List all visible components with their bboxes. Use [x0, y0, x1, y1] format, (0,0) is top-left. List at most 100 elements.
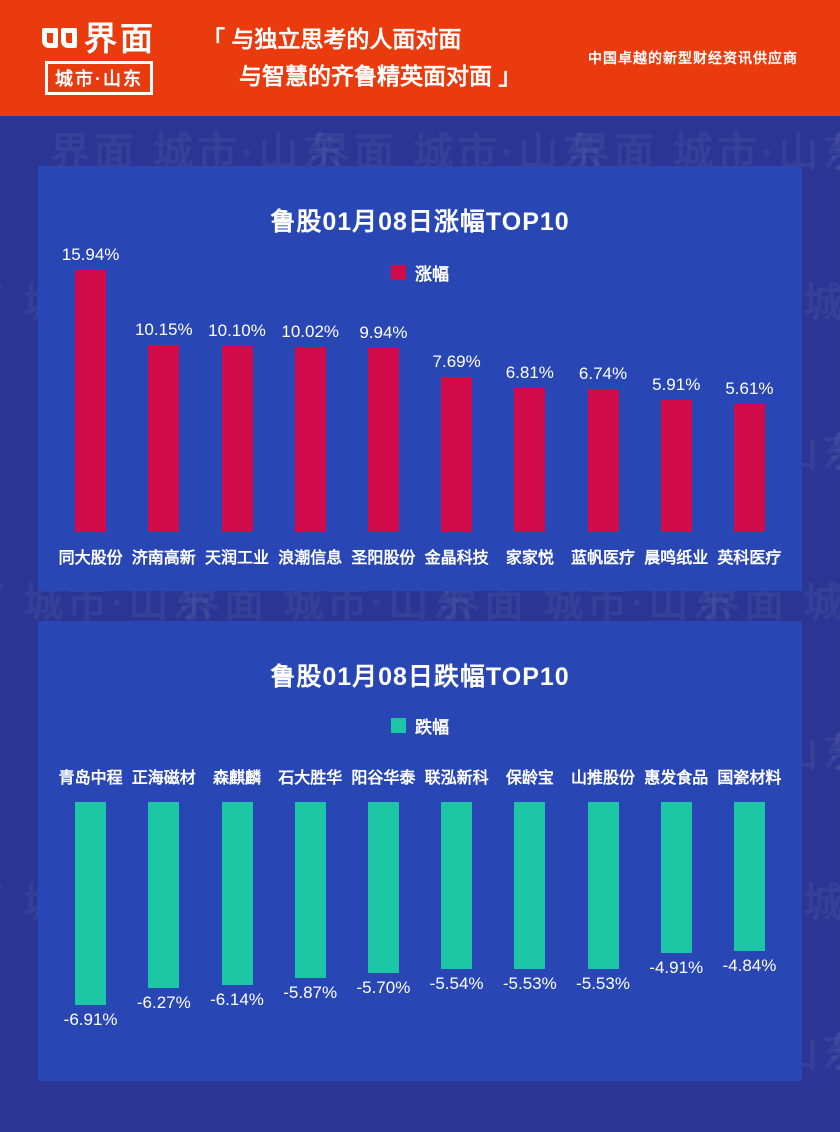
fall-bar: [221, 802, 253, 985]
category-label: 青岛中程: [58, 770, 123, 787]
category-label: 英科医疗: [717, 550, 782, 567]
fall-bar: [441, 802, 473, 970]
rise-bar: [148, 345, 180, 532]
category-label: 蓝帆医疗: [571, 550, 636, 567]
bar-value-label: 6.74%: [578, 364, 628, 384]
category-label: 石大胜华: [278, 770, 343, 787]
bar-column: -5.70%: [347, 802, 420, 1003]
fall-bars-area: -6.91% -6.27% -6.14% -5.87% -5.70% -5.54% -5.5…: [38, 802, 802, 1035]
watermark-text: 界面 城市·山东: [830, 720, 840, 778]
rise-bar: [441, 377, 473, 532]
category-label: 保龄宝: [505, 770, 554, 787]
category-label: 惠发食品: [644, 770, 709, 787]
bar-column: -5.53%: [493, 802, 566, 999]
bar-value-label: -4.91%: [649, 957, 704, 977]
bar-value-label: -5.87%: [283, 982, 338, 1002]
bar-column: 10.10%: [200, 240, 273, 532]
rise-legend-swatch: [391, 265, 406, 280]
bar-value-label: 6.81%: [505, 363, 554, 383]
category-label: 圣阳股份: [351, 550, 416, 567]
logo-wordmark: 界面: [42, 22, 156, 55]
bar-value-label: -5.53%: [502, 973, 557, 993]
fall-bar: [75, 802, 107, 1005]
category-label: 济南高新: [131, 550, 196, 567]
fall-chart-title: 鲁股01月08日跌幅TOP10: [270, 663, 570, 691]
bar-value-label: 5.91%: [652, 375, 701, 395]
brand-logo: 界面 城市·山东: [42, 22, 156, 95]
fall-bar: [587, 802, 619, 969]
bar-value-label: 10.10%: [208, 320, 266, 340]
rise-bar: [294, 346, 326, 532]
slogan-line-1: 「 与独立思考的人面对面: [202, 26, 462, 53]
rise-bar: [660, 400, 692, 532]
category-label: 山推股份: [571, 770, 636, 787]
bar-column: -5.87%: [274, 802, 347, 1008]
rise-chart-panel: 鲁股01月08日涨幅TOP10 涨幅 15.94% 10.15% 10.10% 10.…: [38, 166, 802, 591]
rise-bar: [733, 404, 765, 532]
bar-value-label: -6.14%: [210, 989, 264, 1009]
bar-column: -6.27%: [127, 802, 200, 1018]
bar-value-label: -5.70%: [356, 978, 411, 998]
logo-name: 界面: [84, 19, 156, 57]
category-label: 森麒麟: [213, 770, 262, 787]
bar-column: -5.54%: [420, 802, 493, 999]
bar-value-label: 9.94%: [359, 322, 408, 342]
header-banner: 界面 城市·山东 「 与独立思考的人面对面 与智慧的齐鲁精英面对面 」 中国卓越…: [0, 0, 840, 116]
category-label: 国瓷材料: [717, 770, 782, 787]
rise-bar: [587, 389, 619, 532]
bar-column: 9.94%: [347, 240, 420, 532]
bar-column: 10.15%: [127, 240, 200, 532]
fall-bar: [514, 802, 546, 969]
watermark-text: 界面 城市·山东: [830, 420, 840, 478]
rise-legend-label: 涨幅: [415, 265, 449, 284]
bar-value-label: -6.91%: [63, 1009, 118, 1029]
category-label: 晨鸣纸业: [644, 550, 709, 567]
bar-value-label: -4.84%: [722, 955, 777, 975]
bar-column: 10.02%: [274, 240, 347, 532]
bar-column: 5.91%: [640, 240, 713, 532]
fall-category-axis: 青岛中程 正海磁材 森麒麟 石大胜华 阳谷华泰 联泓新科 保龄宝 山推股份 惠发食品 国瓷材料: [38, 764, 802, 788]
bar-column: 15.94%: [54, 240, 127, 532]
header-slogan: 「 与独立思考的人面对面 与智慧的齐鲁精英面对面 」: [202, 21, 521, 95]
bar-column: 6.74%: [566, 240, 639, 532]
fall-legend-swatch: [391, 718, 406, 733]
fall-bar: [733, 802, 765, 951]
bar-value-label: -5.53%: [576, 973, 630, 993]
category-label: 阳谷华泰: [351, 770, 416, 787]
bar-value-label: -5.54%: [429, 974, 484, 994]
watermark-text: 界面 城市·山东: [830, 1020, 840, 1078]
bar-value-label: 10.02%: [281, 321, 340, 341]
watermark-text: 界面 城市·山东: [830, 120, 840, 178]
bar-value-label: 5.61%: [725, 379, 774, 399]
fall-chart-legend: 跌幅: [38, 713, 802, 738]
bar-column: -4.91%: [640, 802, 713, 983]
fall-bar: [294, 802, 326, 978]
bar-column: -5.53%: [566, 802, 639, 999]
rise-chart-title: 鲁股01月08日涨幅TOP10: [270, 208, 570, 236]
bar-column: 6.81%: [493, 240, 566, 532]
category-label: 同大股份: [58, 550, 123, 567]
bar-column: 5.61%: [713, 240, 786, 532]
category-label: 天润工业: [205, 550, 270, 567]
category-label: 正海磁材: [131, 770, 196, 787]
rise-category-axis: 同大股份 济南高新 天润工业 浪潮信息 圣阳股份 金晶科技 家家悦 蓝帆医疗 晨鸣纸业 英科医疗: [38, 544, 802, 568]
slogan-line-2: 与智慧的齐鲁精英面对面 」: [239, 63, 522, 89]
bar-column: -6.14%: [200, 802, 273, 1015]
category-label: 金晶科技: [424, 550, 489, 567]
rise-bar: [367, 347, 399, 532]
bar-value-label: -6.27%: [136, 993, 191, 1013]
bar-value-label: 10.15%: [134, 320, 193, 340]
fall-legend-label: 跌幅: [415, 718, 449, 737]
bar-column: -6.91%: [54, 802, 127, 1035]
rise-bar: [514, 388, 546, 532]
bar-column: -4.84%: [713, 802, 786, 981]
category-label: 家家悦: [505, 550, 554, 567]
fall-bar: [148, 802, 180, 989]
category-label: 浪潮信息: [278, 550, 343, 567]
rise-bar: [221, 345, 253, 532]
logo-region-badge: 城市·山东: [45, 60, 153, 95]
fall-bar: [660, 802, 692, 953]
jiemian-logo-icon: [42, 28, 77, 48]
category-label: 联泓新科: [424, 770, 489, 787]
rise-bar: [75, 270, 107, 532]
